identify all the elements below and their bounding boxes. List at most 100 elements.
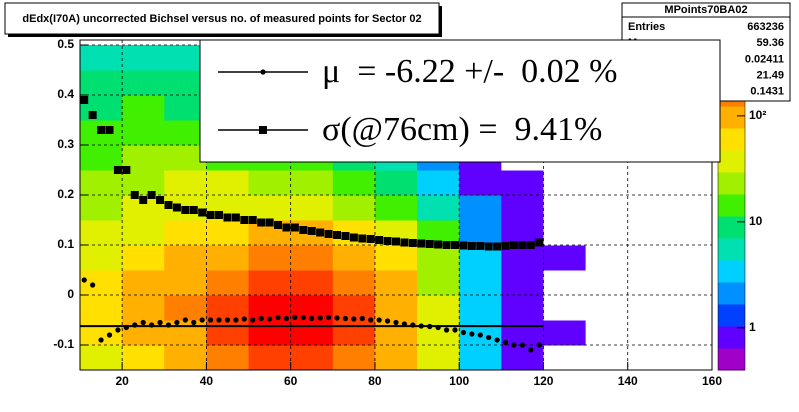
x-tick-label: 120 — [533, 374, 553, 388]
heat-cell — [248, 320, 292, 346]
heat-cell — [374, 170, 418, 196]
heat-cell — [543, 170, 587, 196]
heat-cell — [543, 295, 587, 321]
circle-marker — [106, 332, 113, 338]
square-marker — [97, 126, 106, 134]
circle-marker — [260, 69, 266, 75]
circle-marker — [199, 317, 205, 323]
heat-cell — [80, 45, 123, 71]
circle-marker — [81, 277, 87, 283]
heat-cell — [585, 270, 629, 296]
circle-marker — [140, 319, 146, 326]
circle-marker — [477, 332, 483, 338]
square-marker — [139, 196, 148, 204]
square-marker — [526, 241, 535, 249]
heat-cell — [332, 345, 376, 370]
heat-cell — [248, 345, 292, 370]
circle-marker — [165, 322, 172, 328]
profiles — [80, 96, 544, 353]
heat-cell — [585, 220, 629, 246]
circle-marker — [90, 282, 96, 288]
heat-cell — [206, 170, 250, 196]
heat-cell — [290, 245, 334, 271]
axes: 20 40 60 80 100 120 140 160 -0.1 0 0.1 0.2 0.3 0.4 0.5 — [53, 37, 722, 388]
circle-marker — [216, 317, 222, 323]
square-marker — [274, 221, 283, 229]
heat-cell — [543, 345, 587, 370]
stats-title: MPoints70BA02 — [664, 4, 747, 16]
circle-marker — [376, 317, 382, 323]
square-marker — [172, 203, 181, 212]
circle-marker — [410, 322, 416, 328]
heat-cell — [80, 220, 123, 246]
circle-marker — [182, 317, 188, 323]
heat-cell — [585, 345, 629, 370]
square-marker — [392, 237, 400, 246]
heat-cell — [80, 345, 123, 370]
circle-marker — [469, 331, 475, 337]
x-tick-label: 20 — [115, 374, 129, 388]
legend-frame — [199, 39, 721, 163]
heat-cell — [332, 170, 376, 196]
heat-cell — [501, 170, 544, 196]
heat-cell — [374, 270, 418, 296]
circle-marker — [384, 318, 391, 324]
square-marker — [417, 239, 426, 248]
square-marker — [130, 191, 139, 199]
square-marker — [231, 213, 240, 222]
square-marker — [206, 211, 215, 219]
y-tick-label: 0.2 — [57, 187, 74, 201]
square-marker — [105, 126, 114, 134]
circle-marker — [292, 314, 298, 321]
stats-value: 59.36 — [756, 37, 784, 49]
heat-cell — [80, 70, 123, 96]
heat-cell — [627, 220, 671, 246]
circle-marker — [418, 323, 424, 329]
square-marker — [383, 237, 392, 245]
circle-marker — [325, 314, 332, 321]
heat-cell — [206, 220, 250, 246]
color-swatch — [718, 238, 745, 261]
circle-marker — [149, 322, 155, 328]
heat-cell — [627, 295, 671, 321]
square-marker — [88, 111, 97, 119]
z-tick-label: 10 — [749, 214, 763, 228]
square-marker — [147, 191, 156, 199]
square-marker — [307, 227, 316, 235]
heat-cell — [585, 320, 629, 346]
color-swatch — [718, 326, 745, 349]
circle-marker — [123, 324, 129, 331]
heat-cell — [332, 245, 376, 271]
y-tick-label: 0.1 — [57, 237, 74, 251]
heat-cell — [122, 220, 165, 246]
circle-marker — [401, 321, 408, 327]
heat-cell — [627, 270, 671, 296]
square-marker — [80, 96, 89, 104]
heat-cell — [122, 295, 165, 321]
heat-cell — [459, 220, 502, 246]
heat-cell — [206, 345, 250, 370]
heat-cell — [122, 120, 165, 146]
circle-marker — [427, 323, 433, 330]
heat-cell — [543, 270, 587, 296]
color-swatch — [718, 304, 745, 327]
heat-cell — [122, 70, 165, 96]
square-marker — [324, 230, 333, 238]
square-marker — [459, 241, 468, 250]
square-marker — [467, 242, 476, 250]
x-tick-label: 80 — [368, 374, 382, 388]
heat-cell — [332, 195, 376, 221]
heat-cell — [332, 270, 376, 296]
square-marker — [290, 223, 299, 232]
heat-cell — [501, 270, 544, 296]
x-tick-label: 160 — [702, 374, 722, 388]
heat-cell — [164, 245, 207, 271]
heat-cell — [122, 95, 165, 121]
chart-title: dEdx(I70A) uncorrected Bichsel versus no… — [22, 13, 421, 25]
square-marker — [400, 238, 409, 247]
color-swatch — [718, 260, 745, 283]
square-marker — [518, 241, 527, 249]
square-marker — [509, 241, 518, 249]
stats-label: Entries — [628, 21, 665, 33]
circle-marker — [258, 315, 264, 322]
